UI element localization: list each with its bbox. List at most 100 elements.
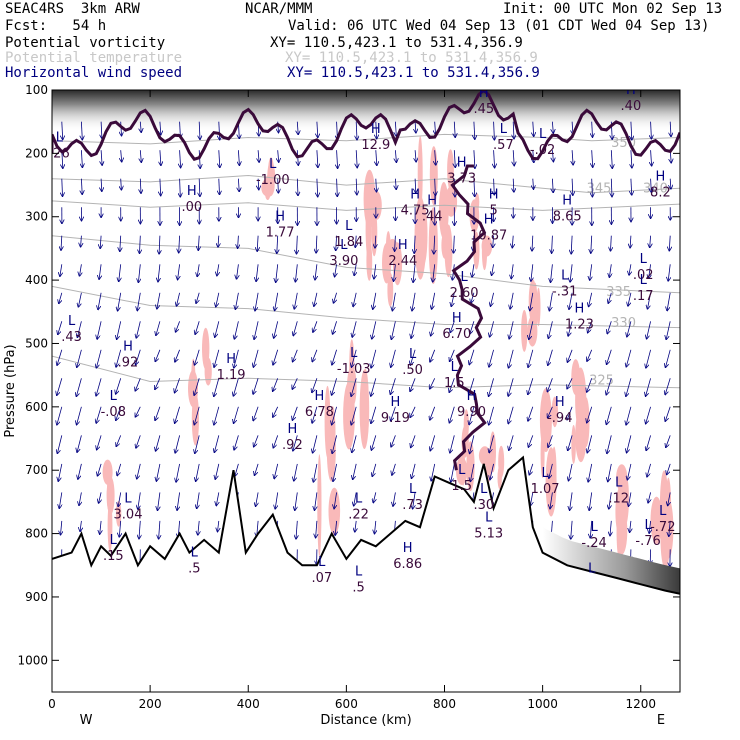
wind-vector <box>57 406 63 425</box>
model-title: SEAC4RS 3km ARW <box>5 1 140 17</box>
wind-vector <box>415 178 416 193</box>
wind-vector <box>569 292 573 309</box>
stratosphere-shading <box>52 90 680 132</box>
wind-vector <box>413 492 416 508</box>
wind-vector <box>590 520 591 538</box>
pv-shading-patch <box>106 474 112 513</box>
wind-vector <box>352 435 357 452</box>
pv-shading-patch <box>414 196 427 280</box>
wind-vector <box>273 378 279 391</box>
wind-vector <box>352 349 357 367</box>
wind-vector <box>198 235 199 251</box>
wind-vector <box>607 349 612 365</box>
wind-vector <box>139 520 140 539</box>
wind-vector <box>572 178 573 195</box>
wind-vector <box>336 235 337 251</box>
wind-vector <box>648 492 651 502</box>
pv-shading-patch <box>371 191 382 220</box>
high-low-value: .40 <box>621 99 642 114</box>
wind-vector <box>58 463 63 481</box>
wind-vector <box>178 264 180 279</box>
wind-vector <box>666 349 671 368</box>
high-low-value: 1.5 <box>444 376 465 391</box>
high-low-value: 1.19 <box>217 368 246 383</box>
wind-vector <box>591 235 592 253</box>
wind-vector <box>138 492 141 509</box>
wind-vector <box>176 463 180 482</box>
wind-vector <box>375 235 376 248</box>
wind-vector <box>138 264 140 282</box>
wind-vector <box>628 292 632 306</box>
wind-vector <box>631 121 632 140</box>
wind-vector <box>490 463 494 480</box>
wind-vector <box>391 349 396 367</box>
field-name-wind: Horizontal wind speed <box>5 65 183 81</box>
wind-vector <box>177 292 180 306</box>
wind-vector <box>587 435 593 452</box>
high-low-mark: L <box>191 545 199 560</box>
wind-vector <box>116 406 122 421</box>
wind-vector <box>137 292 141 311</box>
theta-contour-label: 330 <box>611 316 636 331</box>
high-low-mark: H <box>123 340 133 355</box>
wind-vector <box>313 463 318 482</box>
wind-vector <box>332 435 337 453</box>
wind-vector <box>529 463 534 475</box>
wind-vector <box>552 150 553 161</box>
wind-vector <box>647 321 651 338</box>
wind-vector <box>469 349 475 365</box>
wind-vector <box>394 264 396 281</box>
wind-vector <box>293 321 298 335</box>
high-low-value: 6.86 <box>393 557 422 572</box>
wind-vector <box>297 235 298 254</box>
wind-vector <box>219 121 220 140</box>
high-low-value: .17 <box>633 289 654 304</box>
wind-vector <box>218 235 219 247</box>
wind-vector <box>355 520 356 532</box>
wind-vector <box>508 406 514 424</box>
high-low-mark: H <box>555 395 565 410</box>
wind-vector <box>548 349 553 365</box>
wind-vector <box>58 321 63 334</box>
wind-vector <box>316 520 317 538</box>
wind-vector <box>135 406 141 417</box>
wind-vector <box>160 121 161 135</box>
wind-vector <box>276 264 278 282</box>
wind-vector <box>101 150 102 165</box>
wind-vector <box>97 321 102 339</box>
high-low-mark: L <box>409 482 417 497</box>
wind-vector <box>155 349 161 362</box>
y-tick-label: 400 <box>25 273 48 287</box>
wind-vector <box>258 178 259 190</box>
wind-vector <box>157 292 161 309</box>
pv-shading-patch <box>489 431 496 473</box>
pv-shading-patch <box>551 396 558 428</box>
wind-vector <box>197 492 200 508</box>
wind-vector <box>156 463 161 481</box>
wind-vector <box>214 378 220 396</box>
pv-shading-patch <box>616 507 628 555</box>
wind-vector <box>238 235 239 248</box>
high-low-value: .22 <box>348 508 369 523</box>
wind-vector <box>590 264 592 280</box>
wind-vector <box>513 178 514 192</box>
high-low-mark: L <box>318 555 326 570</box>
y-axis-title: Pressure (hPa) <box>3 344 18 437</box>
wind-vector <box>529 321 534 339</box>
wind-vector <box>627 321 632 336</box>
wind-vector <box>668 492 671 505</box>
wind-vector <box>450 349 455 362</box>
wind-vector <box>372 463 377 476</box>
high-low-value: .00 <box>181 200 202 215</box>
wind-vector <box>234 406 239 423</box>
wind-vector <box>451 463 455 482</box>
wind-vector <box>158 492 160 510</box>
wind-vector <box>179 235 180 253</box>
high-low-value: -.94 <box>547 411 572 426</box>
high-low-mark: L <box>458 463 466 478</box>
high-low-value: 1.84 <box>334 235 363 250</box>
wind-vector <box>140 235 141 254</box>
wind-vector <box>626 406 632 425</box>
wind-vector <box>608 292 611 303</box>
wind-vector <box>62 178 63 197</box>
